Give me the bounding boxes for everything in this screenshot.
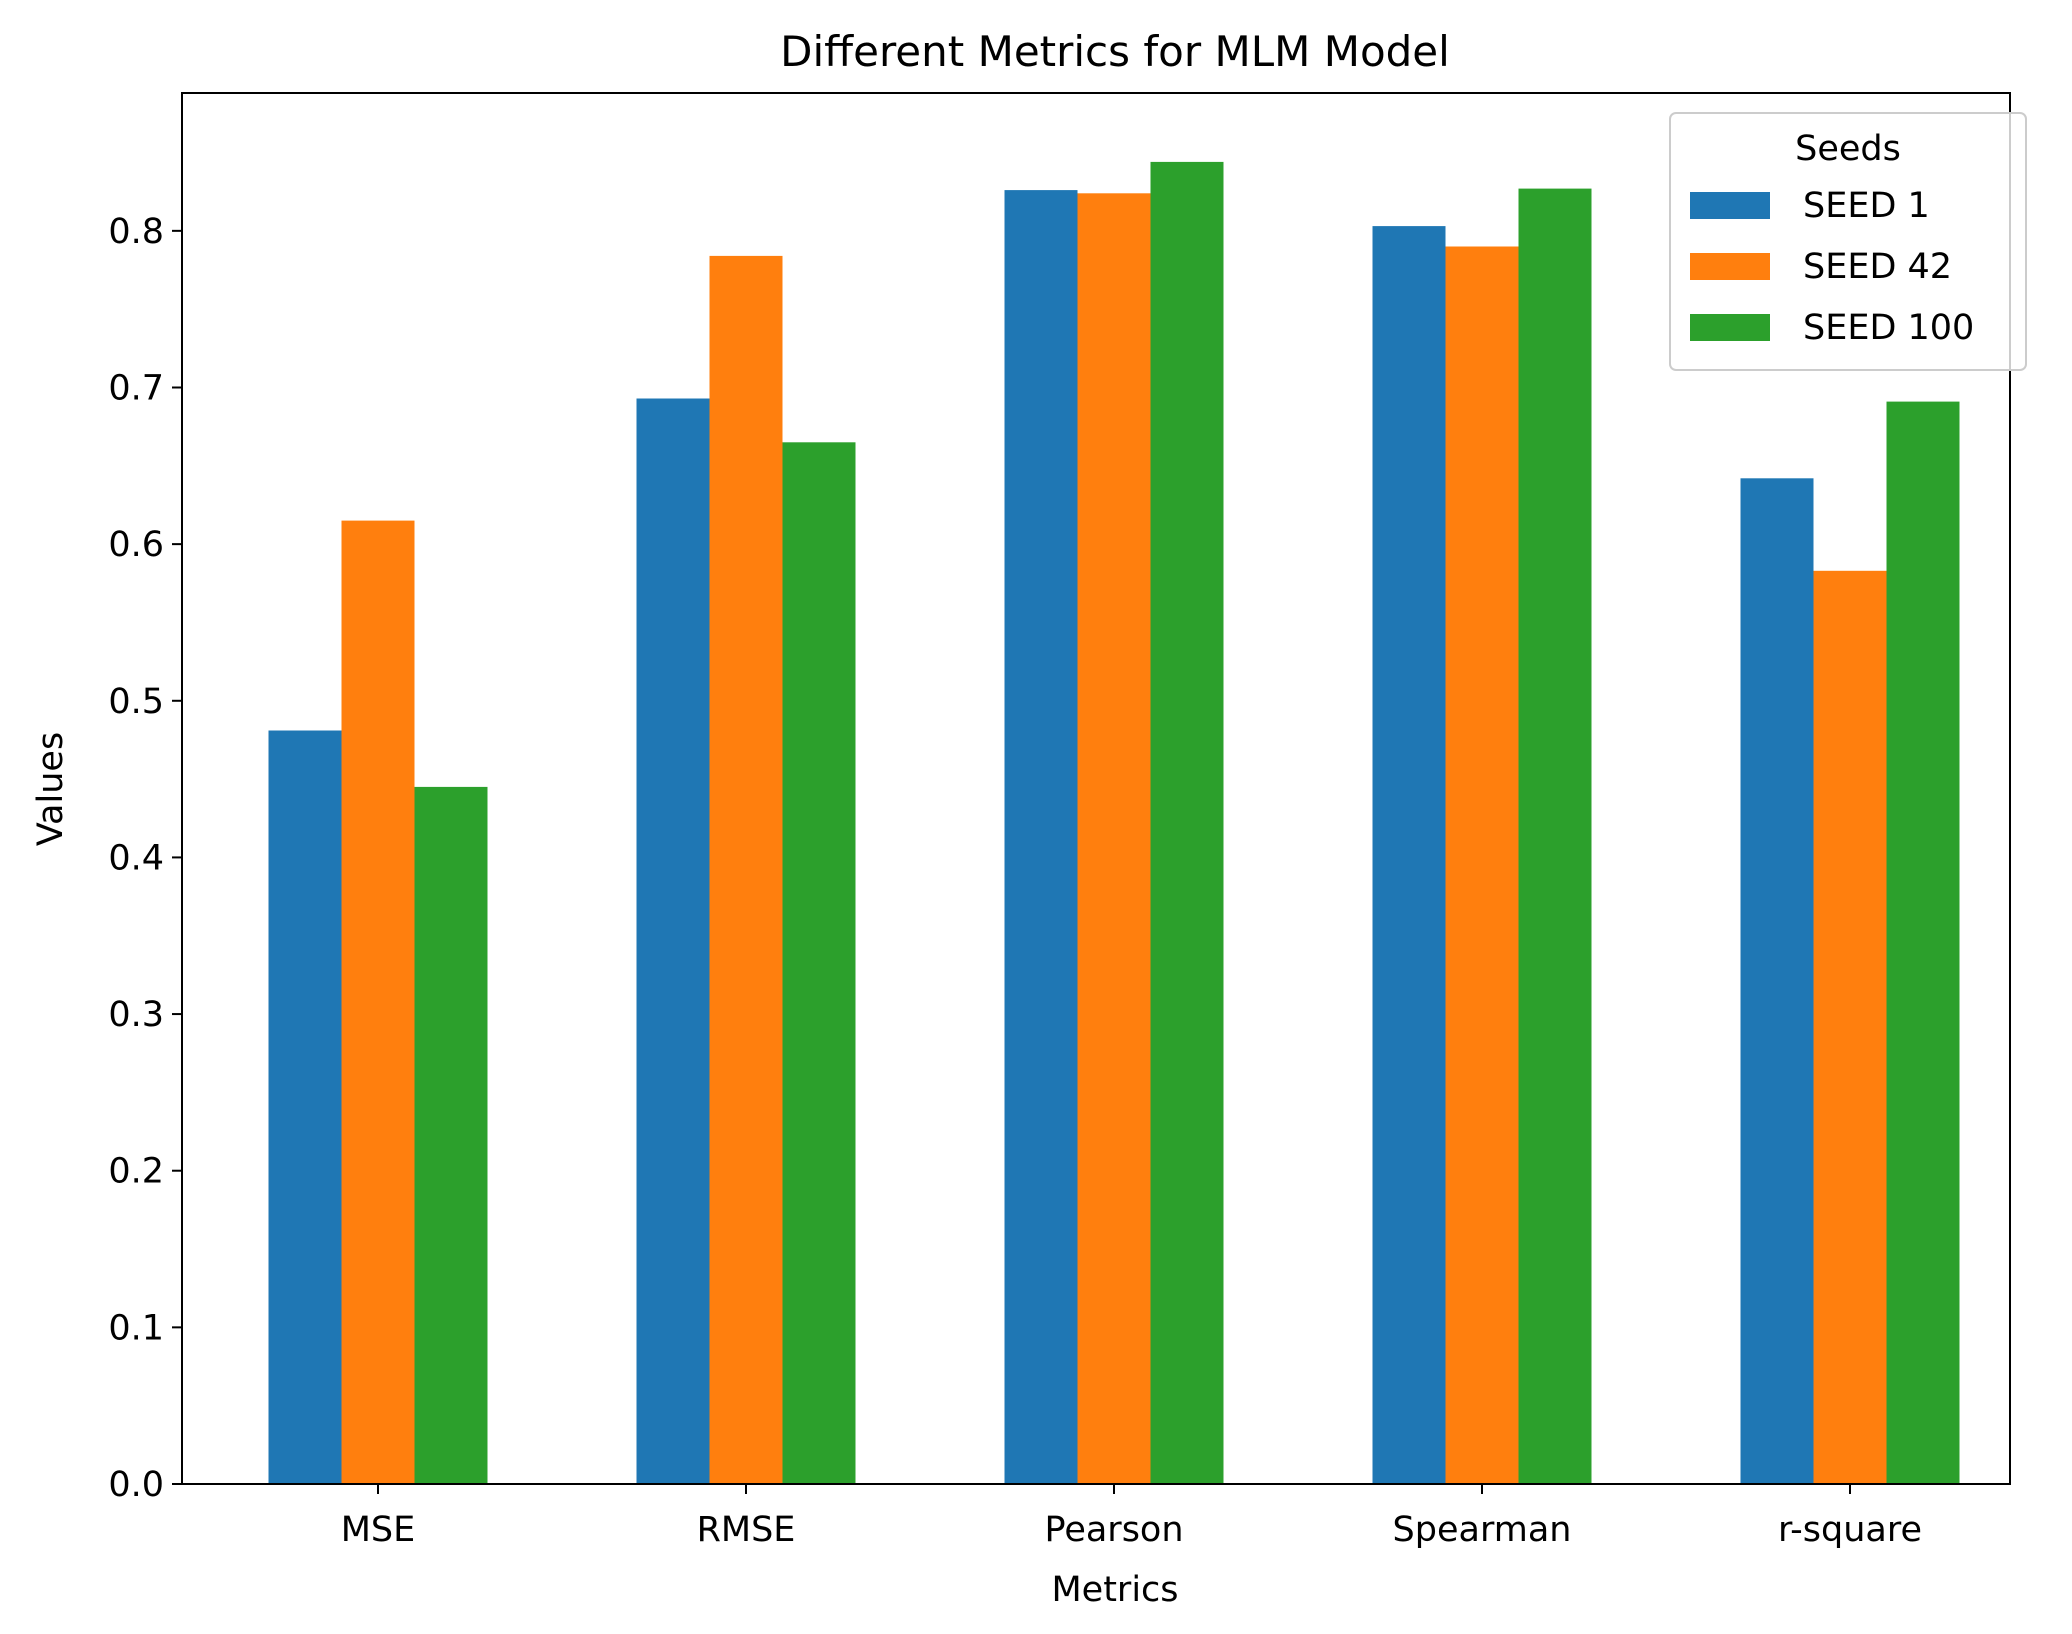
x-tick-label: MSE	[341, 1510, 416, 1550]
y-tick-label: 0.6	[108, 525, 164, 565]
bars-group	[268, 161, 1960, 1485]
legend-swatch	[1690, 253, 1770, 280]
y-tick-label: 0.7	[108, 368, 164, 408]
x-axis: MSE RMSE Pearson Spearman r-square	[341, 1484, 1922, 1550]
y-axis: 0.0 0.1 0.2 0.3 0.4 0.5 0.6 0.7 0.8	[108, 212, 182, 1505]
legend: Seeds SEED 1 SEED 42 SEED 100	[1669, 112, 2027, 371]
bar-pearson-series-3	[1150, 161, 1224, 1484]
legend-title: Seeds	[1795, 129, 1901, 169]
bar-spearman-series-3	[1518, 188, 1592, 1485]
y-tick-label: 0.2	[108, 1152, 164, 1192]
y-tick-label: 0.0	[108, 1465, 164, 1505]
y-axis-title: Values	[31, 732, 71, 846]
x-tick-label: RMSE	[697, 1510, 796, 1550]
legend-box	[1669, 112, 2027, 371]
y-tick-label: 0.5	[108, 682, 164, 722]
chart-title: Different Metrics for MLM Model	[780, 27, 1450, 76]
bar-pearson-series-1	[1004, 190, 1078, 1485]
plot-frame	[181, 92, 2011, 1485]
x-tick-label: Spearman	[1393, 1510, 1572, 1550]
bar-mse-series-3	[414, 786, 488, 1484]
y-tick-label: 0.4	[108, 838, 164, 878]
x-tick-label: Pearson	[1044, 1510, 1183, 1550]
legend-label: SEED 100	[1803, 308, 1974, 348]
bar-r-square-series-1	[1740, 478, 1814, 1484]
bar-rmse-series-2	[709, 255, 783, 1484]
legend-swatch	[1690, 192, 1770, 219]
legend-label: SEED 1	[1803, 186, 1930, 226]
bar-rmse-series-3	[782, 442, 856, 1484]
bar-mse-series-1	[268, 730, 342, 1484]
x-tick-label: r-square	[1778, 1510, 1922, 1550]
bar-mse-series-2	[341, 520, 415, 1484]
legend-label: SEED 42	[1803, 247, 1952, 287]
bar-r-square-series-2	[1813, 570, 1887, 1484]
y-tick-label: 0.8	[108, 212, 164, 252]
bar-r-square-series-3	[1886, 401, 1960, 1485]
bar-spearman-series-1	[1372, 226, 1446, 1485]
bar-pearson-series-2	[1077, 193, 1151, 1484]
bar-rmse-series-1	[636, 398, 710, 1484]
y-tick-label: 0.3	[108, 995, 164, 1035]
bar-spearman-series-2	[1445, 246, 1519, 1484]
legend-swatch	[1690, 314, 1770, 341]
y-tick-label: 0.1	[108, 1308, 164, 1348]
x-axis-title: Metrics	[1051, 1570, 1178, 1610]
